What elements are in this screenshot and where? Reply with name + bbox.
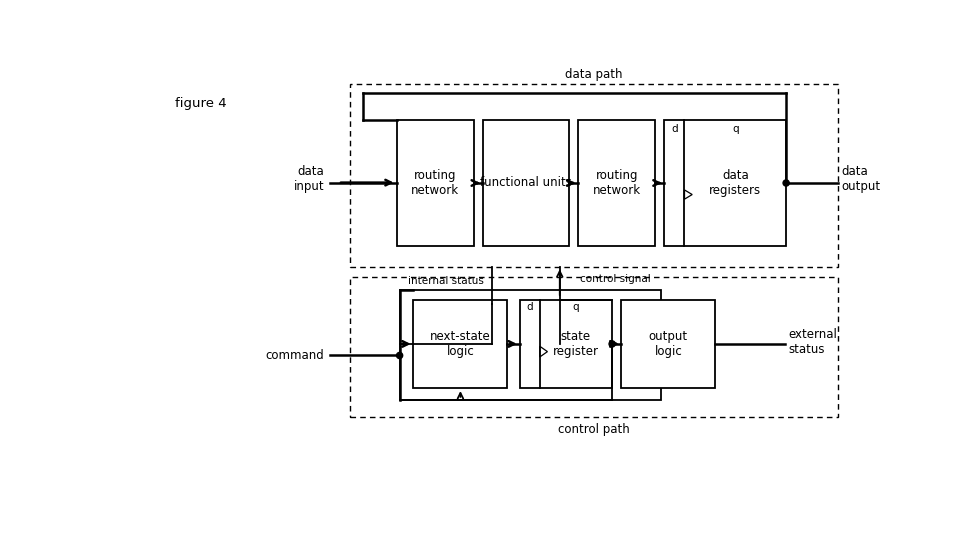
Circle shape	[609, 341, 615, 347]
Circle shape	[783, 180, 789, 186]
Text: data
registers: data registers	[709, 169, 761, 197]
Text: q: q	[572, 302, 579, 312]
Text: control path: control path	[558, 422, 630, 435]
Text: internal status: internal status	[408, 276, 484, 286]
Text: next-state
logic: next-state logic	[430, 330, 491, 358]
Bar	[349, 276, 838, 417]
Text: routing
network: routing network	[592, 169, 641, 197]
Text: figure 4: figure 4	[175, 97, 227, 110]
Bar	[621, 300, 715, 388]
Text: external
status: external status	[788, 328, 837, 356]
Bar	[414, 300, 508, 388]
Text: functional units: functional units	[480, 177, 572, 190]
Text: routing
network: routing network	[411, 169, 459, 197]
Text: d: d	[671, 125, 678, 134]
Bar	[483, 120, 569, 246]
Text: data
input: data input	[294, 165, 324, 193]
Bar	[578, 120, 656, 246]
Text: q: q	[732, 125, 738, 134]
Circle shape	[396, 353, 402, 359]
Text: state
register: state register	[553, 330, 599, 358]
Bar	[396, 120, 473, 246]
Text: data
output: data output	[842, 165, 880, 193]
Bar	[519, 300, 612, 388]
Bar	[664, 120, 786, 246]
Text: command: command	[265, 349, 324, 362]
Bar	[349, 84, 838, 267]
Text: d: d	[526, 302, 533, 312]
Text: output
logic: output logic	[649, 330, 688, 358]
Bar	[399, 289, 661, 400]
Text: control signal: control signal	[580, 274, 651, 284]
Text: data path: data path	[565, 68, 623, 82]
